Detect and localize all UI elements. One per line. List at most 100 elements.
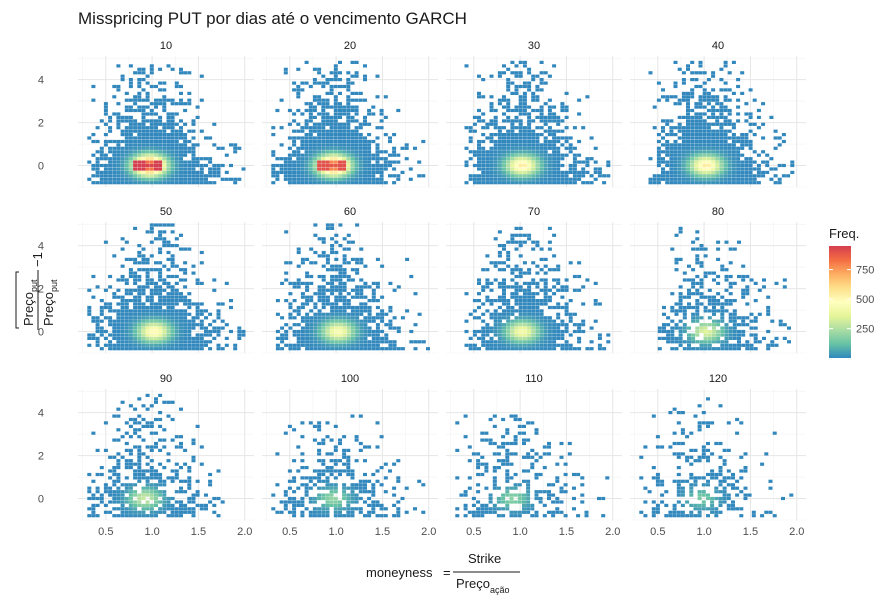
heatmap-cell [133, 302, 138, 306]
heatmap-cell [300, 174, 305, 178]
heatmap-cell [413, 507, 417, 511]
heatmap-cell [154, 143, 158, 147]
heatmap-cell [493, 163, 498, 168]
heatmap-cell [183, 510, 188, 514]
heatmap-cell [137, 459, 142, 463]
heatmap-cell [744, 102, 749, 106]
heatmap-cell [379, 112, 384, 116]
heatmap-cell [325, 333, 330, 337]
heatmap-cell [753, 326, 758, 330]
heatmap-cell [183, 271, 188, 275]
heatmap-cell [702, 112, 707, 116]
heatmap-cell [124, 510, 129, 514]
heatmap-cell [756, 163, 761, 168]
heatmap-cell [682, 347, 687, 351]
heatmap-cell [560, 295, 565, 299]
heatmap-cell [489, 261, 494, 265]
heatmap-cell [669, 143, 674, 147]
heatmap-cell [531, 177, 536, 181]
heatmap-cell [773, 167, 778, 171]
heatmap-cell [154, 281, 158, 285]
heatmap-cell [137, 181, 142, 185]
heatmap-cell [141, 150, 146, 154]
heatmap-cell [472, 316, 477, 320]
heatmap-cell [577, 153, 582, 157]
heatmap-cell [665, 150, 670, 154]
heatmap-cell [346, 105, 351, 109]
heatmap-cell [350, 507, 355, 511]
heatmap-cell [712, 305, 716, 310]
heatmap-cell [556, 302, 561, 306]
heatmap-cell [329, 493, 334, 497]
heatmap-cell [371, 181, 376, 185]
heatmap-cell [91, 514, 96, 518]
heatmap-cell [288, 326, 293, 330]
heatmap-cell [690, 143, 695, 147]
heatmap-cell [716, 340, 721, 344]
heatmap-cell [699, 281, 704, 285]
heatmap-cell [489, 181, 494, 185]
heatmap-cell [706, 174, 711, 178]
heatmap-cell [514, 177, 519, 181]
heatmap-cell [740, 163, 745, 168]
heatmap-cell [706, 129, 711, 133]
heatmap-cell [128, 163, 133, 168]
heatmap-cell [154, 316, 158, 320]
heatmap-cell [346, 98, 351, 102]
heatmap-cell [317, 136, 322, 140]
heatmap-cell [712, 326, 716, 330]
heatmap-cell [715, 139, 720, 144]
heatmap-cell [502, 302, 506, 306]
heatmap-cell [174, 490, 179, 494]
heatmap-cell [392, 133, 397, 137]
heatmap-cell [317, 472, 322, 477]
heatmap-cell [404, 146, 409, 150]
heatmap-cell [723, 181, 728, 185]
heatmap-cell [506, 129, 511, 133]
heatmap-cell [489, 343, 494, 347]
heatmap-cell [216, 174, 221, 178]
heatmap-cell [359, 285, 364, 289]
heatmap-cell [346, 174, 351, 178]
heatmap-cell [133, 126, 138, 130]
heatmap-cell [112, 438, 117, 442]
heatmap-cell [522, 84, 527, 89]
heatmap-cell [502, 347, 506, 351]
heatmap-cell [715, 150, 720, 154]
heatmap-cell [731, 150, 736, 154]
heatmap-cell [183, 170, 188, 174]
heatmap-cell [547, 126, 552, 130]
heatmap-cell [535, 347, 540, 351]
heatmap-cell [317, 157, 322, 161]
heatmap-cell [338, 163, 342, 168]
heatmap-cell [317, 174, 322, 178]
heatmap-cell [300, 340, 305, 344]
heatmap-cell [493, 167, 498, 171]
heatmap-cell [690, 126, 695, 130]
heatmap-cell [120, 333, 125, 337]
heatmap-cell [166, 112, 171, 116]
heatmap-cell [421, 510, 426, 514]
heatmap-cell [216, 333, 221, 337]
heatmap-cell [510, 133, 515, 137]
heatmap-cell [488, 510, 493, 514]
heatmap-cell [741, 343, 746, 347]
heatmap-cell [325, 143, 330, 147]
heatmap-cell [287, 486, 292, 490]
heatmap-cell [158, 288, 163, 292]
heatmap-cell [284, 299, 289, 303]
heatmap-cell [308, 177, 313, 181]
heatmap-cell [539, 333, 544, 337]
heatmap-cell [187, 347, 192, 351]
heatmap-cell [330, 319, 335, 323]
heatmap-cell [593, 146, 598, 150]
heatmap-cell [145, 347, 150, 351]
heatmap-cell [535, 160, 540, 164]
heatmap-cell [727, 129, 732, 133]
heatmap-cell [137, 268, 142, 272]
heatmap-cell [329, 466, 334, 470]
heatmap-cell [564, 312, 569, 316]
heatmap-cell [375, 347, 380, 351]
heatmap-cell [522, 163, 527, 168]
heatmap-cell [141, 452, 146, 456]
